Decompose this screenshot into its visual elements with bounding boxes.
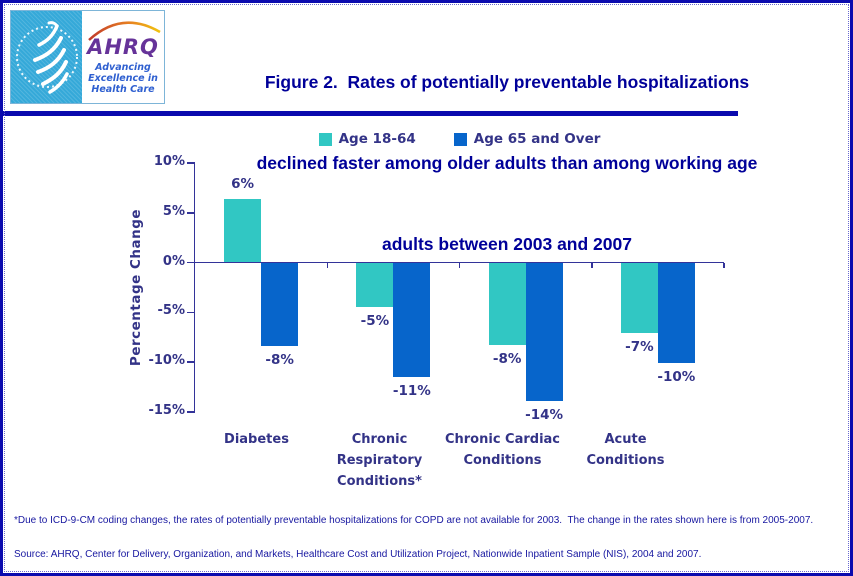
- legend-label: Age 18-64: [338, 131, 416, 147]
- category-label-line: Chronic: [351, 432, 408, 447]
- y-axis-tick-label: -10%: [148, 353, 185, 369]
- category-label-diabetes: Diabetes: [195, 429, 318, 450]
- category-label-line: Diabetes: [224, 432, 289, 447]
- bar-value-label-age-65-and-over-chronic-respiratory-conditions: -11%: [392, 383, 431, 400]
- y-axis-tick: [187, 411, 195, 413]
- bar-value-label-age-65-and-over-diabetes: -8%: [265, 352, 294, 369]
- category-label-line: Conditions*: [337, 474, 422, 489]
- bar-value-label-age-65-and-over-acute-conditions: -10%: [657, 369, 696, 386]
- footnote: *Due to ICD-9-CM coding changes, the rat…: [14, 515, 814, 526]
- figure-title-line: adults between 2003 and 2007: [382, 234, 632, 254]
- legend-label: Age 65 and Over: [473, 131, 601, 147]
- figure-title-line: Figure 2. Rates of potentially preventab…: [264, 72, 750, 92]
- x-axis-tick: [591, 262, 593, 268]
- x-axis-tick: [723, 262, 725, 268]
- rainbow-arc-icon: [88, 21, 161, 41]
- hhs-eagle-icon: [15, 21, 78, 94]
- legend-item-age-65-and-over: Age 65 and Over: [453, 131, 601, 147]
- figure-title: Figure 2. Rates of potentially preventab…: [173, 15, 841, 312]
- ahrq-wordmark: AHRQ: [87, 35, 159, 59]
- bar-age-18-64-chronic-respiratory-conditions: [356, 262, 394, 308]
- bar-value-label-age-18-64-chronic-respiratory-conditions: -5%: [360, 313, 390, 330]
- y-axis-tick-label: 5%: [162, 203, 185, 219]
- legend-swatch-age-18-64: [318, 132, 332, 146]
- category-label-chronic-respiratory-conditions: Chronic Respiratory Conditions*: [318, 429, 441, 492]
- bar-value-label-age-18-64-diabetes: 6%: [231, 175, 255, 192]
- category-label-line: Acute Conditions: [586, 432, 665, 468]
- ahrq-logo: AHRQ Advancing Excellence in Health Care: [10, 10, 165, 104]
- x-axis-tick: [326, 262, 328, 268]
- y-axis-tick: [187, 261, 195, 264]
- category-label-acute-conditions: Acute Conditions: [564, 429, 687, 471]
- x-axis-tick: [458, 262, 461, 268]
- bar-age-65-and-over-diabetes: [261, 262, 299, 347]
- header-divider: [3, 111, 738, 116]
- bar-value-label-age-18-64-chronic-cardiac-conditions: -8%: [492, 351, 522, 368]
- bar-value-label-age-65-and-over-chronic-cardiac-conditions: -14%: [525, 407, 564, 424]
- category-label-line: Respiratory: [336, 453, 423, 468]
- bar-age-65-and-over-chronic-cardiac-conditions: [525, 262, 563, 402]
- category-label-line: Chronic Cardiac: [444, 432, 561, 447]
- ahrq-tagline: Advancing Excellence in Health Care: [82, 62, 164, 95]
- bar-age-65-and-over-acute-conditions: [657, 262, 695, 364]
- bar-chart-plot-area: Percentage Change 10% 5% 0% -5% -10% -15% 6% -5…: [128, 154, 725, 489]
- bar-age-18-64-diabetes: [224, 198, 262, 263]
- y-axis-tick-label: 10%: [153, 154, 185, 169]
- category-label-chronic-cardiac-conditions: Chronic Cardiac Conditions: [441, 429, 564, 471]
- source-note: Source: AHRQ, Center for Delivery, Organ…: [14, 549, 702, 560]
- bar-age-18-64-acute-conditions: [620, 262, 658, 334]
- bar-age-65-and-over-chronic-respiratory-conditions: [393, 262, 431, 378]
- y-axis-tick: [187, 361, 195, 363]
- bar-value-label-age-18-64-acute-conditions: -7%: [625, 339, 654, 356]
- category-label-line: Conditions: [463, 453, 542, 468]
- y-axis-tick-label: -15%: [148, 403, 185, 418]
- y-axis-tick-label: 0%: [162, 253, 185, 269]
- figure-title-line: declined faster among older adults than …: [256, 153, 758, 173]
- y-axis-tick: [187, 311, 195, 314]
- tagline-line: Excellence in: [88, 73, 158, 84]
- chart-legend: Age 18-64 Age 65 and Over: [195, 131, 724, 147]
- legend-swatch-age-65-and-over: [453, 132, 467, 146]
- y-axis-tick-label: -5%: [157, 303, 185, 319]
- y-axis-tick: [187, 212, 195, 214]
- tagline-line: Health Care: [91, 84, 155, 95]
- y-axis-title: Percentage Change: [128, 208, 144, 367]
- y-axis-tick: [187, 162, 195, 164]
- ahrq-wordmark-block: AHRQ Advancing Excellence in Health Care: [82, 11, 164, 103]
- bar-age-18-64-chronic-cardiac-conditions: [488, 262, 526, 346]
- hhs-seal: [11, 11, 82, 103]
- tagline-line: Advancing: [95, 62, 151, 73]
- y-axis-line: [193, 163, 195, 412]
- legend-item-age-18-64: Age 18-64: [318, 131, 416, 147]
